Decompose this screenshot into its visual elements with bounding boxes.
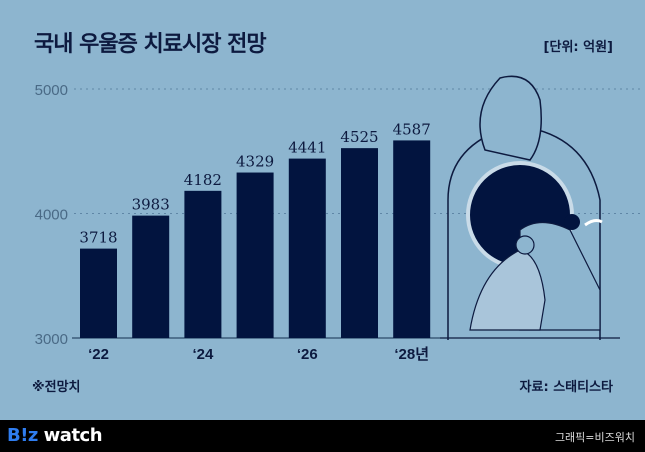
bar-2027 — [341, 148, 378, 338]
data-label: 4587 — [393, 120, 431, 138]
data-label: 4441 — [288, 139, 326, 157]
data-label: 4182 — [184, 171, 222, 189]
forecast-note: ※전망치 — [32, 380, 81, 395]
x-tick-label: ‘28년 — [394, 346, 429, 363]
data-label: 4525 — [340, 128, 378, 146]
source-label: 자료: 스태티스타 — [519, 380, 613, 395]
bar-2025 — [236, 172, 274, 338]
bar-2028 — [393, 140, 431, 338]
data-label: 3718 — [79, 229, 117, 247]
illustration-person-window — [440, 75, 620, 340]
data-label: 4329 — [236, 153, 274, 171]
chart-title: 국내 우울증 치료시장 전망 — [34, 32, 267, 57]
bar-chart: 3000 4000 5000 3718 ‘22 3983 4182 ‘24 4329 4441 ‘2… — [35, 75, 640, 363]
bizwatch-logo: B!z watch — [7, 425, 103, 446]
bar-2026 — [288, 158, 326, 338]
bar-2023 — [132, 215, 170, 338]
y-tick-label: 4000 — [35, 207, 68, 224]
footer-bar: B!z watch 그래픽=비즈워치 — [0, 420, 645, 452]
bar-2024 — [184, 190, 222, 338]
graphic-credit: 그래픽=비즈워치 — [554, 431, 635, 444]
unit-label: [단위: 억원] — [543, 40, 613, 55]
data-label: 3983 — [132, 196, 170, 214]
x-tick-label: ‘24 — [192, 346, 214, 363]
y-tick-label: 3000 — [35, 331, 68, 348]
x-tick-label: ‘22 — [88, 346, 109, 363]
y-tick-label: 5000 — [35, 82, 68, 99]
x-tick-label: ‘26 — [297, 346, 318, 363]
bar-2022 — [80, 248, 117, 338]
